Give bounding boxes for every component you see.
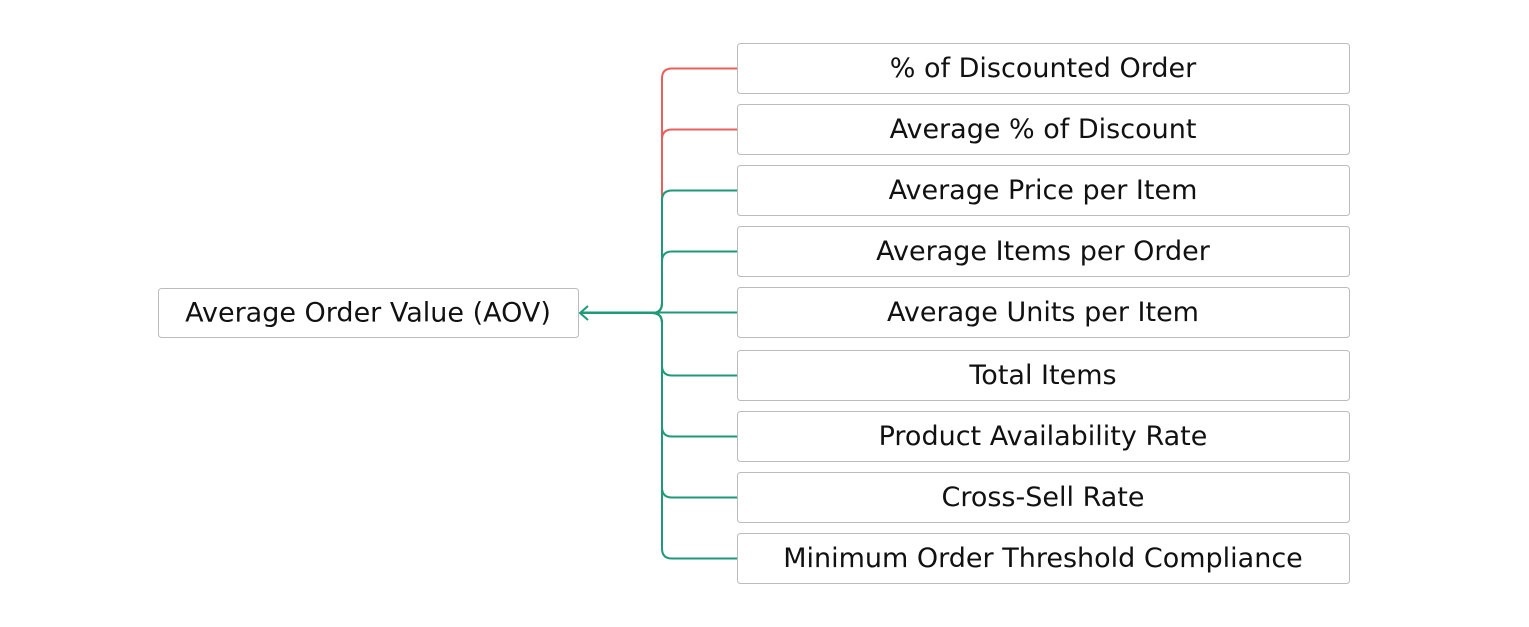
root-label: Average Order Value (AOV) bbox=[185, 298, 551, 329]
connector bbox=[580, 312, 737, 377]
node-box bbox=[737, 411, 1350, 462]
connector bbox=[580, 250, 737, 314]
node-box bbox=[737, 472, 1350, 523]
arrowhead bbox=[578, 305, 589, 321]
node-box bbox=[737, 287, 1350, 338]
node-label: Average Price per Item bbox=[889, 175, 1198, 206]
node-label: Product Availability Rate bbox=[879, 421, 1208, 452]
node-box bbox=[737, 350, 1350, 401]
node-box bbox=[737, 226, 1350, 277]
connectors bbox=[580, 67, 737, 560]
connector bbox=[580, 312, 737, 499]
node-box bbox=[737, 43, 1350, 94]
node-label: Cross-Sell Rate bbox=[941, 482, 1144, 513]
node-box bbox=[737, 104, 1350, 155]
node-box bbox=[737, 533, 1350, 584]
connector bbox=[580, 128, 737, 314]
node-label: Total Items bbox=[968, 360, 1116, 391]
connector bbox=[580, 312, 737, 560]
child-nodes: % of Discounted Order Average % of Discou… bbox=[737, 43, 1350, 584]
root-box bbox=[158, 288, 579, 338]
node-label: Average Units per Item bbox=[887, 297, 1199, 328]
node-label: Average Items per Order bbox=[876, 236, 1211, 267]
node-label: Minimum Order Threshold Compliance bbox=[783, 543, 1303, 574]
node-label: Average % of Discount bbox=[890, 114, 1197, 145]
node-box bbox=[737, 165, 1350, 216]
node-label: % of Discounted Order bbox=[890, 53, 1197, 84]
